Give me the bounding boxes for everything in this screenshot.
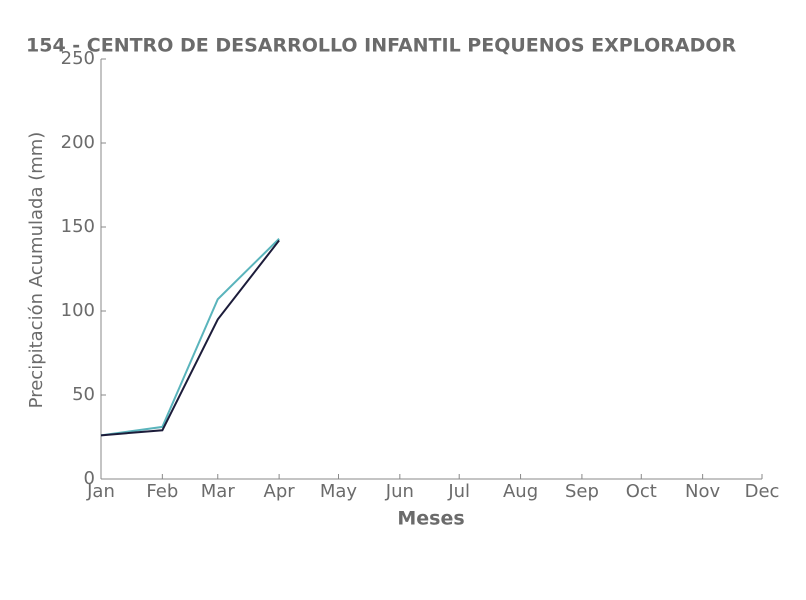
- x-tick-label: Dec: [745, 481, 780, 502]
- x-tick-label: Nov: [685, 481, 720, 502]
- x-tick-label: Sep: [565, 481, 599, 502]
- line-series: [100, 239, 280, 437]
- x-tick-label: Jun: [385, 481, 414, 502]
- line-series: [100, 238, 280, 437]
- x-axis-label: Meses: [397, 508, 464, 530]
- y-tick-label: 200: [61, 132, 95, 153]
- x-tick-label: Apr: [264, 481, 296, 502]
- y-axis-label: Precipitación Acumulada (mm): [26, 132, 47, 409]
- y-tick-label: 100: [61, 300, 95, 321]
- x-tick-label: Aug: [503, 481, 538, 502]
- y-tick-label: 0: [84, 468, 95, 489]
- x-tick-label: May: [320, 481, 358, 502]
- x-tick-label: Jul: [447, 481, 470, 502]
- y-tick-label: 50: [72, 384, 95, 405]
- x-tick-label: Oct: [626, 481, 657, 502]
- y-tick-label: 250: [61, 48, 95, 69]
- y-tick-label: 150: [61, 216, 95, 237]
- x-tick-label: Feb: [146, 481, 178, 502]
- x-tick-label: Mar: [201, 481, 236, 502]
- chart-title: 154 - CENTRO DE DESARROLLO INFANTIL PEQU…: [26, 35, 737, 57]
- x-tick-label: Jan: [86, 481, 115, 502]
